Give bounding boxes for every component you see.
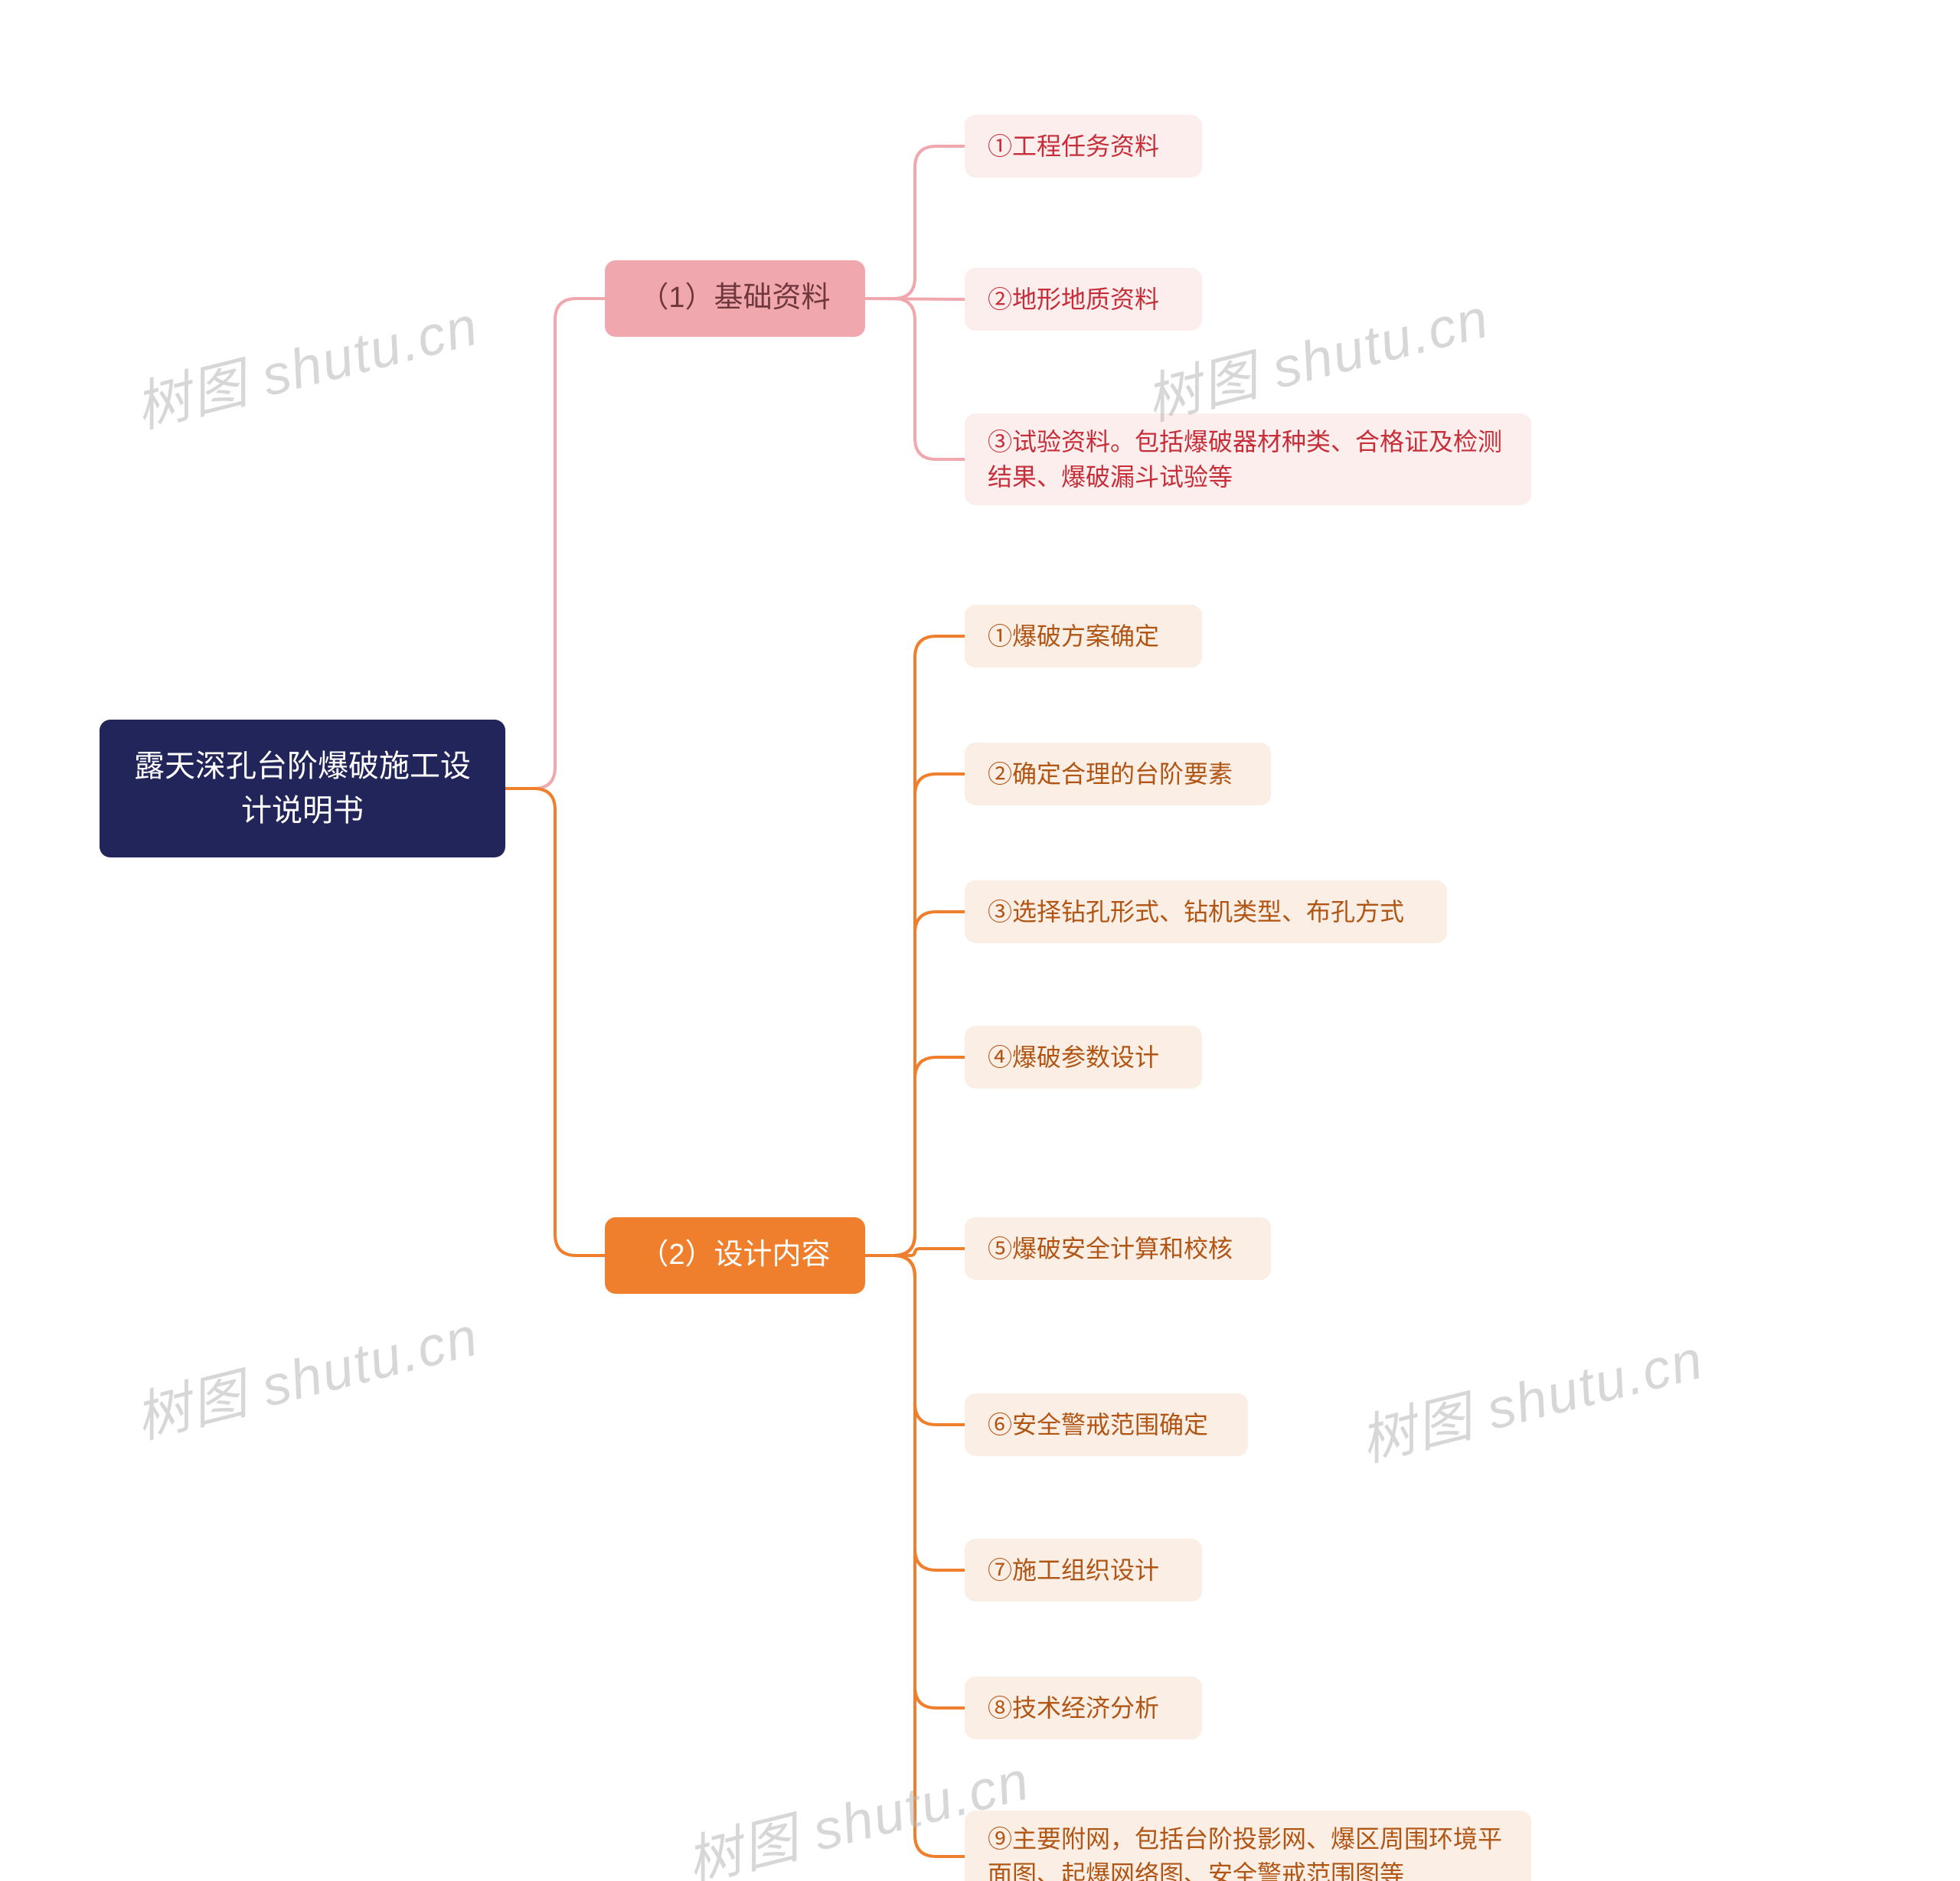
leaf-b-7: ⑧技术经济分析 (965, 1677, 1202, 1739)
branch-node-b: （2）设计内容 (605, 1217, 865, 1294)
leaf-b-0: ①爆破方案确定 (965, 605, 1202, 668)
leaf-a-1: ②地形地质资料 (965, 268, 1202, 331)
leaf-b-label-6: ⑦施工组织设计 (988, 1553, 1159, 1588)
leaf-b-label-4: ⑤爆破安全计算和校核 (988, 1231, 1233, 1266)
leaf-b-8: ⑨主要附网，包括台阶投影网、爆区周围环境平面图、起爆网络图、安全警戒范围图等 (965, 1811, 1531, 1881)
leaf-b-label-1: ②确定合理的台阶要素 (988, 756, 1233, 792)
leaf-b-4: ⑤爆破安全计算和校核 (965, 1217, 1271, 1280)
watermark-2: 树图 shutu.cn (126, 1291, 485, 1454)
root-label: 露天深孔台阶爆破施工设计说明书 (126, 744, 479, 833)
leaf-b-1: ②确定合理的台阶要素 (965, 743, 1271, 805)
root-node: 露天深孔台阶爆破施工设计说明书 (100, 720, 505, 857)
leaf-b-label-8: ⑨主要附网，包括台阶投影网、爆区周围环境平面图、起爆网络图、安全警戒范围图等 (988, 1821, 1508, 1881)
leaf-b-2: ③选择钻孔形式、钻机类型、布孔方式 (965, 880, 1447, 943)
leaf-a-label-2: ③试验资料。包括爆破器材种类、合格证及检测结果、爆破漏斗试验等 (988, 424, 1508, 495)
leaf-a-2: ③试验资料。包括爆破器材种类、合格证及检测结果、爆破漏斗试验等 (965, 413, 1531, 505)
leaf-a-label-0: ①工程任务资料 (988, 129, 1159, 164)
leaf-a-label-1: ②地形地质资料 (988, 282, 1159, 317)
leaf-b-label-3: ④爆破参数设计 (988, 1040, 1159, 1075)
branch-node-a: （1）基础资料 (605, 260, 865, 337)
branch-b-label: （2）设计内容 (639, 1234, 830, 1276)
leaf-b-label-2: ③选择钻孔形式、钻机类型、布孔方式 (988, 894, 1404, 929)
leaf-b-label-0: ①爆破方案确定 (988, 619, 1159, 654)
leaf-b-label-5: ⑥安全警戒范围确定 (988, 1407, 1208, 1442)
leaf-b-label-7: ⑧技术经济分析 (988, 1690, 1159, 1726)
leaf-b-3: ④爆破参数设计 (965, 1026, 1202, 1089)
leaf-b-5: ⑥安全警戒范围确定 (965, 1393, 1248, 1456)
watermark-3: 树图 shutu.cn (1351, 1314, 1710, 1477)
leaf-b-6: ⑦施工组织设计 (965, 1539, 1202, 1602)
watermark-0: 树图 shutu.cn (126, 280, 485, 443)
branch-a-label: （1）基础资料 (639, 277, 830, 319)
leaf-a-0: ①工程任务资料 (965, 115, 1202, 178)
